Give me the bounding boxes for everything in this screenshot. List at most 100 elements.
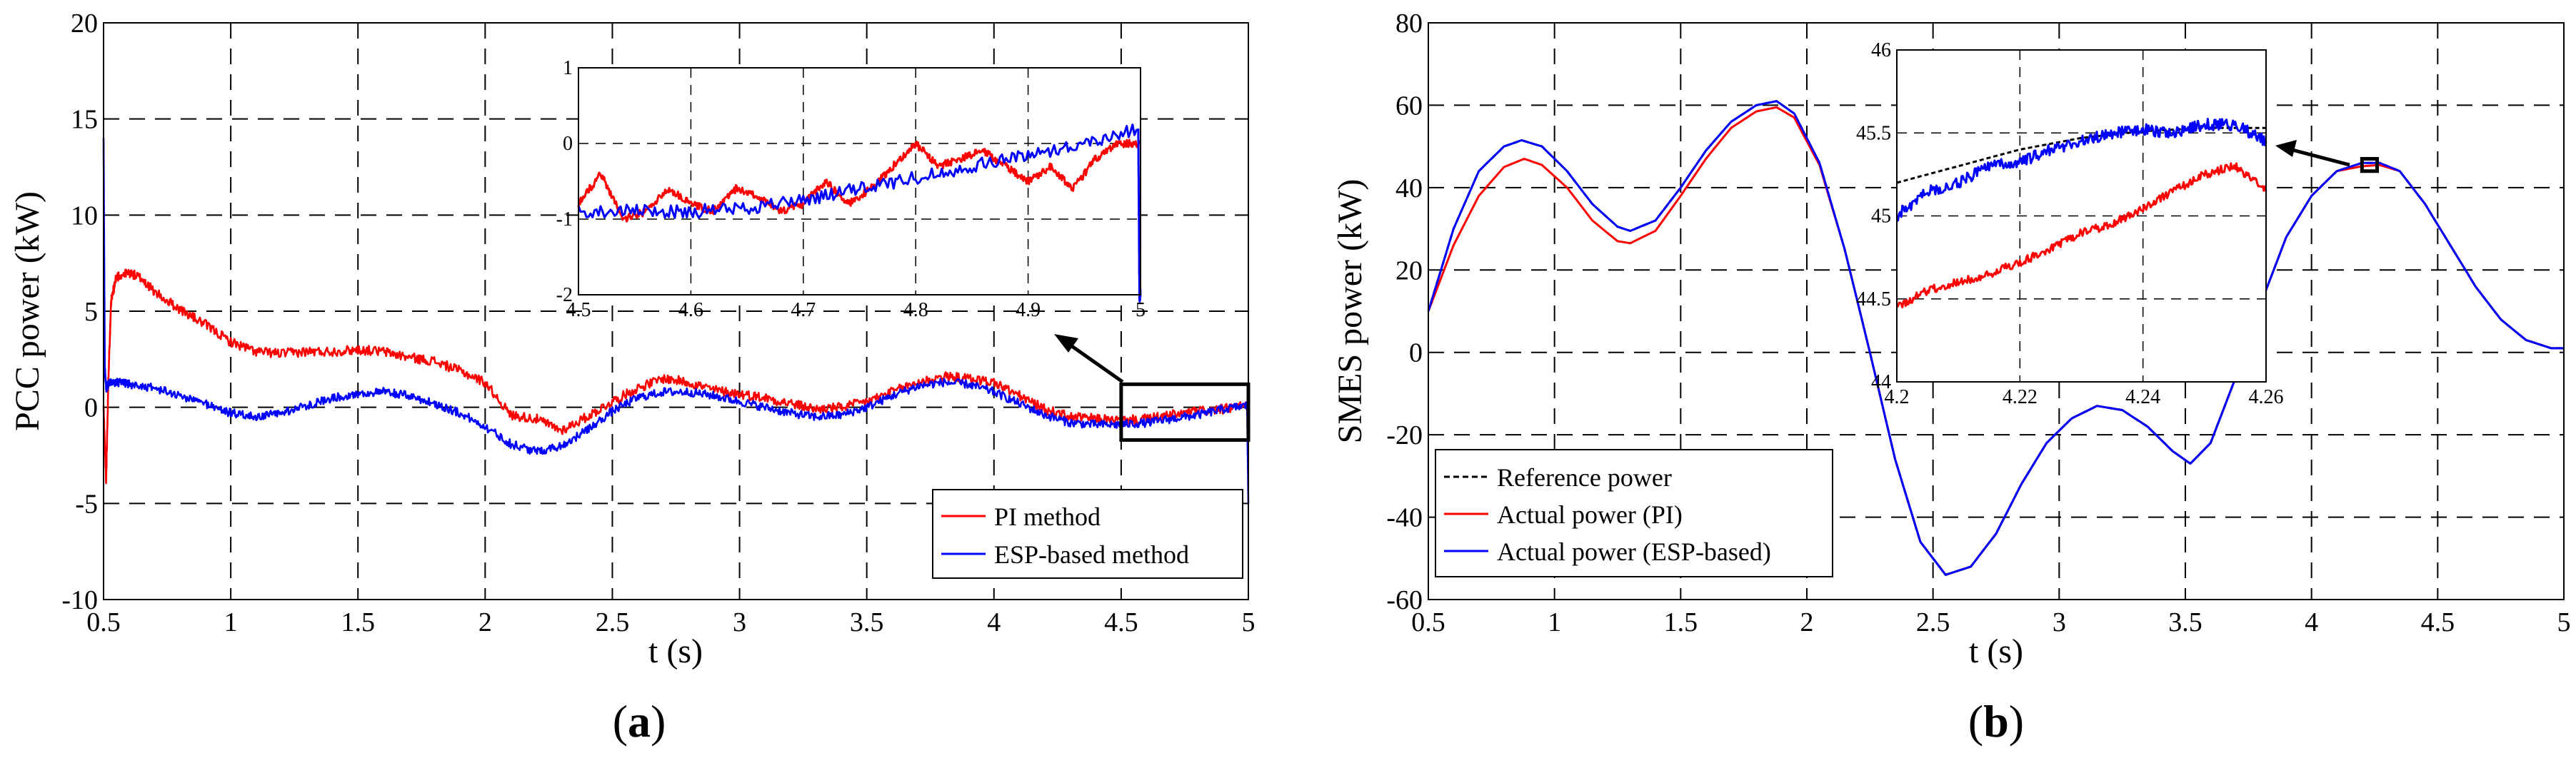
inset-a-series-line bbox=[577, 123, 1142, 303]
panel-a-x-tick-label: 5 bbox=[1242, 607, 1256, 637]
panel-a-x-tick-label: 2.5 bbox=[596, 607, 630, 637]
panel-a-series-line bbox=[102, 268, 1250, 485]
zoom-arrowhead-a bbox=[1054, 334, 1078, 353]
inset-b-series-line bbox=[1895, 118, 2267, 222]
panel-a-y-tick-label: 5 bbox=[84, 297, 98, 327]
panel-b-x-tick-label: 1 bbox=[1548, 607, 1561, 637]
inset-a-x-tick-label: 5 bbox=[1136, 299, 1146, 321]
inset-a-series-line bbox=[577, 138, 1142, 223]
panel-a-x-tick-label: 0.5 bbox=[86, 607, 121, 637]
panel-a-x-tick-label: 4.5 bbox=[1104, 607, 1138, 637]
zoom-box-a bbox=[1119, 382, 1251, 442]
inset-series-a bbox=[577, 123, 1142, 303]
inset-ticks-a: 4.5 4.6 4.7 4.8 4.9 5 -2 -1 0 1 bbox=[556, 57, 1146, 321]
inset-a-x-tick-label: 4.6 bbox=[678, 299, 703, 321]
panel-a-y-tick-label: -5 bbox=[75, 489, 98, 519]
panel-a-x-tick-label: 1.5 bbox=[341, 607, 375, 637]
inset-series-b bbox=[1895, 118, 2267, 308]
inset-a-x-tick-label: 4.5 bbox=[566, 299, 591, 321]
panel-a-y-tick-label: 15 bbox=[71, 105, 98, 135]
inset-b-y-tick-label: 45 bbox=[1871, 206, 1891, 228]
panel-b-x-tick-label: 4.5 bbox=[2421, 607, 2455, 637]
legend-a: PI method ESP-based method bbox=[932, 489, 1243, 579]
panel-b-x-tick-label: 3 bbox=[2053, 607, 2066, 637]
inset-a-y-tick-label: -2 bbox=[556, 284, 573, 306]
panel-a-x-tick-label: 1 bbox=[224, 607, 238, 637]
series-b bbox=[1427, 100, 2564, 576]
panel-b-y-tick-label: 0 bbox=[1409, 338, 1423, 368]
panel-a-y-tick-label: 20 bbox=[71, 9, 98, 39]
inset-b-x-tick-label: 4.2 bbox=[1885, 386, 1910, 408]
panel-b-x-tick-label: 1.5 bbox=[1664, 607, 1698, 637]
panel-b-x-tick-label: 2.5 bbox=[1916, 607, 1950, 637]
inset-b-x-tick-label: 4.24 bbox=[2125, 386, 2160, 408]
panel-a-y-tick-label: -10 bbox=[61, 585, 98, 615]
panel-b-x-tick-label: 0.5 bbox=[1411, 607, 1445, 637]
inset-b-series-line bbox=[1896, 162, 2267, 308]
panel-b-y-tick-label: 60 bbox=[1395, 91, 1423, 121]
inset-plot-area-b bbox=[1897, 50, 2266, 382]
zoom-arrow-a bbox=[1061, 338, 1124, 384]
inset-b-y-tick-label: 46 bbox=[1871, 39, 1891, 61]
zoom-arrowhead-b bbox=[2275, 140, 2297, 157]
axes-frame-b bbox=[1428, 22, 2565, 600]
panel-label-b: (b) bbox=[1968, 696, 2024, 747]
inset-grid-b bbox=[1897, 50, 2266, 382]
y-axis-title-a: PCC power (kW) bbox=[9, 191, 46, 431]
inset-b-x-tick-label: 4.26 bbox=[2249, 386, 2284, 408]
panel-a-y-tick-label: 10 bbox=[71, 201, 98, 231]
inset-a-y-tick-label: 1 bbox=[563, 57, 573, 79]
panel-a-zoom-rect bbox=[1119, 382, 1251, 442]
inset-a-y-tick-label: 0 bbox=[563, 133, 573, 155]
panel-b-y-tick-label: -60 bbox=[1386, 585, 1423, 615]
axes-frame-a bbox=[103, 22, 1249, 600]
panel-a-x-tick-label: 3.5 bbox=[850, 607, 884, 637]
legend-a-label-esp: ESP-based method bbox=[994, 540, 1189, 569]
zoom-arrow-b bbox=[2286, 146, 2350, 167]
inset-b: 4.2 4.22 4.24 4.26 44 44.5 45 45.5 46 bbox=[1856, 39, 2284, 408]
panel-b-x-tick-label: 4 bbox=[2305, 607, 2318, 637]
series-a bbox=[102, 138, 1250, 504]
panel-b-x-tick-label: 3.5 bbox=[2168, 607, 2202, 637]
legend-box-a bbox=[932, 489, 1243, 579]
panel-b-zoom-rect bbox=[2360, 156, 2380, 173]
inset-a-x-tick-label: 4.8 bbox=[903, 299, 928, 321]
panel-a-y-tick-label: 0 bbox=[84, 393, 98, 423]
inset-grid-a bbox=[578, 68, 1141, 295]
panel-label-a: (a) bbox=[613, 696, 666, 747]
inset-plot-area-a bbox=[578, 68, 1141, 295]
panel-b-y-tick-label: 80 bbox=[1395, 9, 1423, 39]
inset-b-y-tick-label: 44.5 bbox=[1856, 288, 1891, 310]
legend-box-b bbox=[1435, 449, 1833, 577]
panel-label-b-letter: b bbox=[1983, 696, 2009, 747]
panel-b-series-line bbox=[1427, 100, 2564, 576]
panel-a-x-tick-label: 4 bbox=[987, 607, 1001, 637]
x-axis-title-b: t (s) bbox=[1969, 632, 2023, 670]
panel-b-y-tick-label: 40 bbox=[1395, 173, 1423, 203]
panel-b-x-tick-label: 2 bbox=[1800, 607, 1814, 637]
inset-ticks-b: 4.2 4.22 4.24 4.26 44 44.5 45 45.5 46 bbox=[1856, 39, 2284, 408]
y-axis-title-b: SMES power (kW) bbox=[1331, 179, 1369, 444]
panel-b-x-tick-label: 5 bbox=[2557, 607, 2571, 637]
zoom-box-b bbox=[2360, 156, 2380, 173]
inset-b-y-tick-label: 44 bbox=[1871, 371, 1891, 393]
inset-a-y-tick-label: -1 bbox=[556, 208, 573, 231]
panel-a-x-tick-label: 2 bbox=[478, 607, 492, 637]
inset-a: 4.5 4.6 4.7 4.8 4.9 5 -2 -1 0 1 bbox=[556, 57, 1146, 321]
panel-b-y-tick-label: -20 bbox=[1386, 420, 1423, 450]
inset-frame-b bbox=[1896, 49, 2267, 383]
inset-a-x-tick-label: 4.7 bbox=[791, 299, 816, 321]
inset-frame-a bbox=[578, 67, 1141, 295]
panel-a-series-line bbox=[102, 138, 1250, 504]
x-axis-title-a: t (s) bbox=[648, 632, 703, 670]
panel-b-y-tick-label: -40 bbox=[1386, 503, 1423, 533]
legend-b-label-esp: Actual power (ESP-based) bbox=[1497, 537, 1771, 566]
inset-a-x-tick-label: 4.9 bbox=[1016, 299, 1041, 321]
panel-a-x-tick-label: 3 bbox=[733, 607, 746, 637]
panel-b-y-tick-label: 20 bbox=[1395, 256, 1423, 285]
